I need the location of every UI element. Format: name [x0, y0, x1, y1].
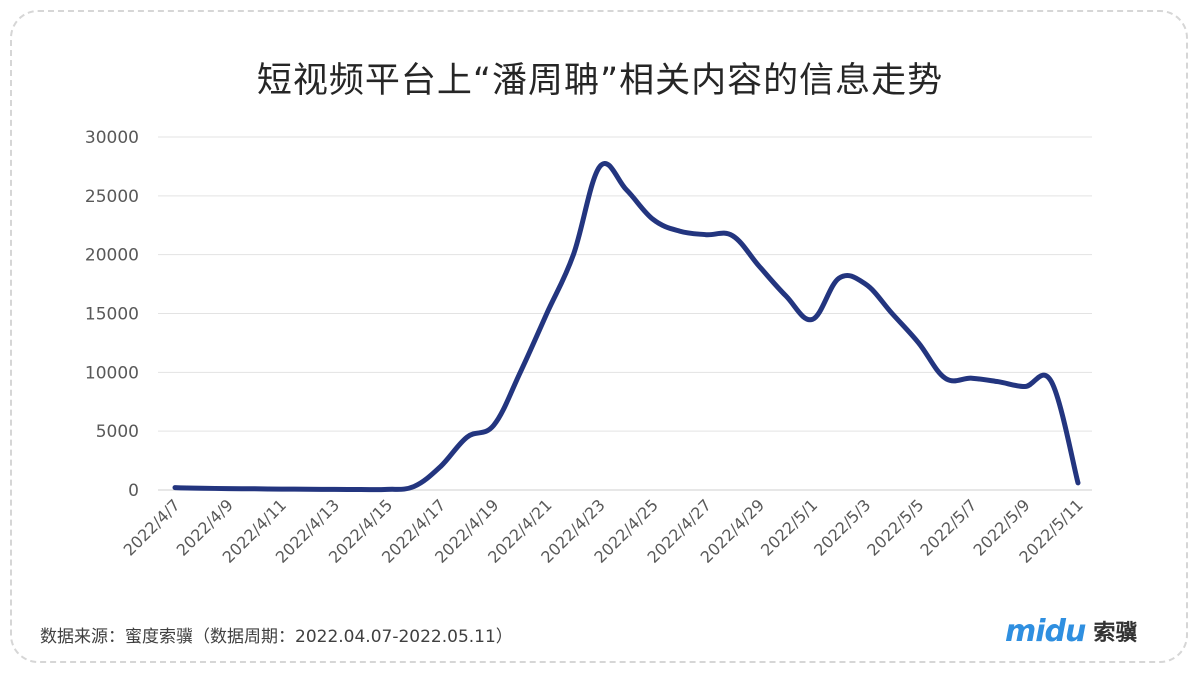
- x-tick-label: 2022/5/7: [916, 495, 980, 559]
- card-frame: [10, 10, 1188, 663]
- x-tick-label: 2022/4/7: [120, 495, 184, 559]
- y-tick-label: 0: [128, 481, 139, 501]
- y-axis-ticks: 0 5000 10000 15000 20000 25000 30000: [85, 128, 139, 501]
- chart-title: 短视频平台上“潘周聃”相关内容的信息走势: [256, 61, 944, 101]
- y-tick-label: 25000: [85, 187, 139, 207]
- y-tick-label: 15000: [85, 305, 139, 325]
- data-source-note: 数据来源：蜜度索骥（数据周期：2022.04.07-2022.05.11）: [40, 627, 513, 647]
- y-tick-label: 10000: [85, 363, 139, 383]
- x-tick-label: 2022/5/1: [757, 495, 821, 559]
- x-tick-label: 2022/5/3: [810, 495, 874, 559]
- y-tick-label: 5000: [96, 422, 139, 442]
- x-axis-ticks: 2022/4/72022/4/92022/4/112022/4/132022/4…: [120, 495, 1087, 566]
- brand-logo: midu 索骥: [1005, 613, 1138, 649]
- y-tick-label: 20000: [85, 246, 139, 266]
- brand-logo-word: midu: [1005, 613, 1086, 649]
- series-line: [172, 161, 1081, 493]
- x-tick-label: 2022/5/5: [863, 495, 927, 559]
- y-tick-label: 30000: [85, 128, 139, 148]
- brand-logo-cn: 索骥: [1093, 621, 1138, 646]
